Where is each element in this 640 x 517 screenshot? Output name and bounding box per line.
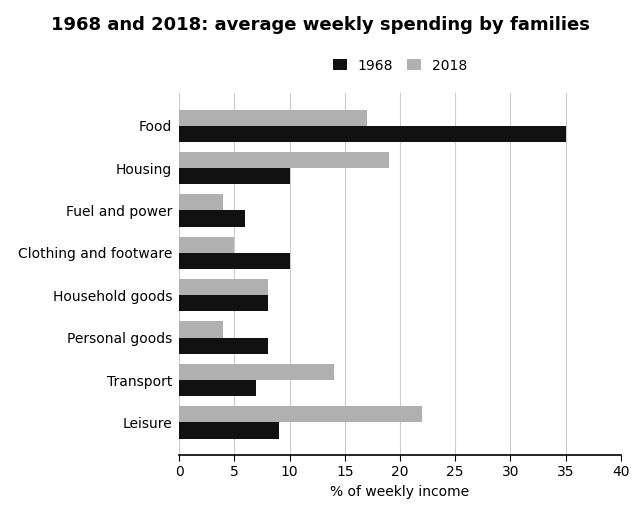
Bar (179, 364, 334, 380)
Bar (179, 422, 278, 438)
Text: 1968 and 2018: average weekly spending by families: 1968 and 2018: average weekly spending b… (51, 16, 589, 34)
Bar (179, 210, 246, 226)
Bar (179, 338, 268, 354)
Bar (179, 152, 389, 168)
Bar (179, 126, 566, 142)
Bar (179, 237, 234, 253)
Bar (179, 322, 223, 338)
Bar (179, 194, 223, 210)
X-axis label: % of weekly income: % of weekly income (330, 485, 470, 499)
Legend: 1968, 2018: 1968, 2018 (327, 53, 473, 78)
Bar (179, 279, 268, 295)
Bar (179, 406, 422, 422)
Bar (179, 253, 290, 269)
Bar (179, 110, 367, 126)
Bar (179, 380, 257, 396)
Bar (179, 168, 290, 184)
Bar (179, 295, 268, 311)
